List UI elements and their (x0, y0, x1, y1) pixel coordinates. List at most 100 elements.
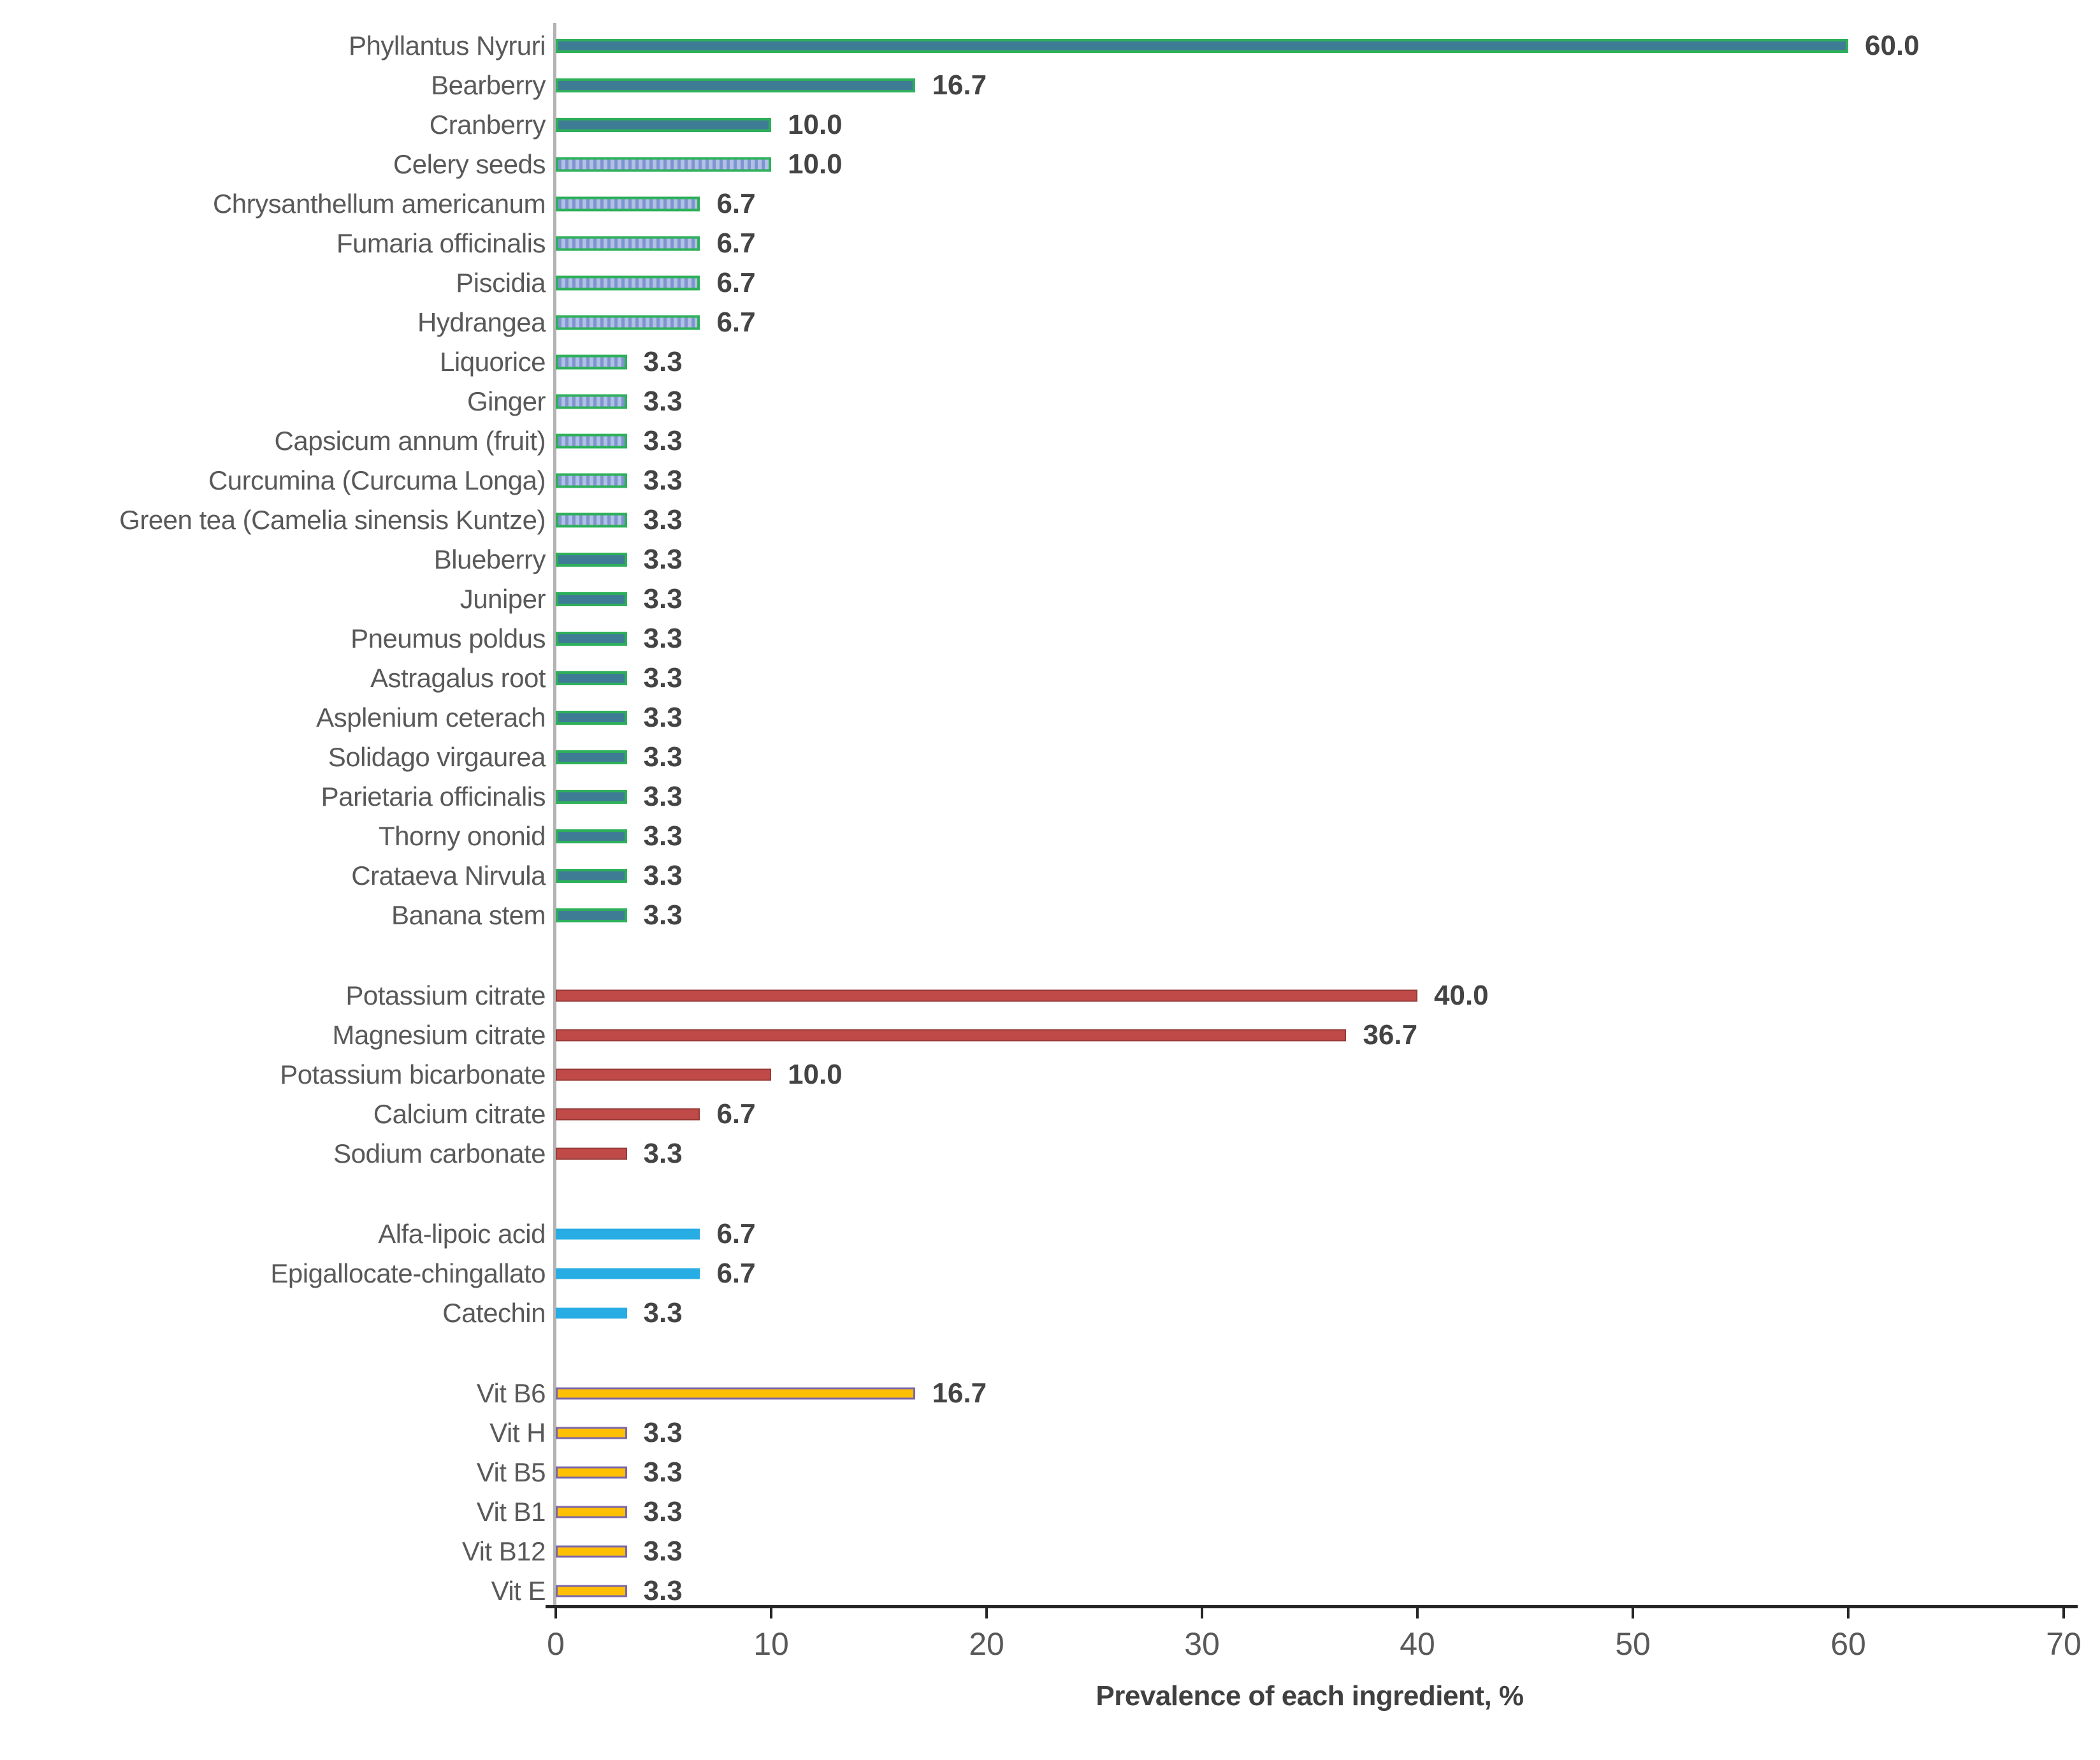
value-label-vit-b5: 3.3 (643, 1457, 683, 1488)
value-label-blueberry: 3.3 (643, 544, 683, 575)
bar-solidago-virgaurea (556, 750, 627, 764)
x-tick-label-10: 10 (753, 1626, 789, 1662)
x-tick-label-70: 70 (2046, 1626, 2082, 1662)
category-label-alfa-lipoic-acid: Alfa-lipoic acid (378, 1219, 546, 1249)
category-label-vit-b1: Vit B1 (476, 1497, 546, 1527)
value-label-parietaria-officinalis: 3.3 (643, 781, 683, 812)
bar-vit-b12 (556, 1545, 627, 1558)
category-label-magnesium-citrate: Magnesium citrate (332, 1020, 546, 1050)
value-label-banana-stem: 3.3 (643, 899, 683, 931)
value-label-cranberry: 10.0 (788, 109, 843, 140)
bar-blueberry (556, 553, 627, 567)
bar-potassium-bicarbonate (556, 1068, 771, 1081)
x-tick-label-50: 50 (1615, 1626, 1651, 1662)
bar-vit-e (556, 1585, 627, 1597)
value-label-asplenium-ceterach: 3.3 (643, 702, 683, 733)
value-label-vit-e: 3.3 (643, 1575, 683, 1606)
bar-astragalus-root (556, 671, 627, 685)
x-tick-40 (1416, 1608, 1419, 1618)
x-tick-label-30: 30 (1184, 1626, 1220, 1662)
value-label-potassium-citrate: 40.0 (1434, 980, 1489, 1011)
bar-curcumina-curcuma-longa (556, 473, 627, 488)
category-label-ginger: Ginger (467, 386, 546, 416)
bar-pneumus-poldus (556, 632, 627, 646)
category-label-green-tea-camelia-sinensis-kuntze: Green tea (Camelia sinensis Kuntze) (119, 505, 546, 535)
bar-catechin (556, 1307, 627, 1319)
category-label-potassium-bicarbonate: Potassium bicarbonate (280, 1059, 546, 1089)
value-label-vit-b6: 16.7 (932, 1378, 987, 1409)
bar-banana-stem (556, 908, 627, 922)
bar-phyllantus-nyruri (556, 39, 1848, 53)
category-label-capsicum-annum-fruit: Capsicum annum (fruit) (274, 426, 546, 456)
value-label-fumaria-officinalis: 6.7 (716, 228, 756, 259)
bar-vit-b5 (556, 1466, 627, 1479)
category-label-vit-b12: Vit B12 (461, 1536, 546, 1566)
value-label-phyllantus-nyruri: 60.0 (1865, 30, 1920, 61)
category-label-cranberry: Cranberry (429, 110, 546, 140)
value-label-alfa-lipoic-acid: 6.7 (716, 1218, 756, 1249)
value-label-chrysanthellum-americanum: 6.7 (716, 188, 756, 219)
bar-potassium-citrate (556, 989, 1417, 1002)
x-tick-50 (1632, 1608, 1634, 1618)
value-label-crataeva-nirvula: 3.3 (643, 860, 683, 891)
category-label-solidago-virgaurea: Solidago virgaurea (328, 742, 546, 772)
bar-crataeva-nirvula (556, 869, 627, 883)
value-label-magnesium-citrate: 36.7 (1363, 1019, 1418, 1051)
value-label-vit-b1: 3.3 (643, 1496, 683, 1527)
bar-vit-b6 (556, 1387, 916, 1400)
category-label-pneumus-poldus: Pneumus poldus (351, 623, 546, 653)
value-label-piscidia: 6.7 (716, 267, 756, 298)
value-label-pneumus-poldus: 3.3 (643, 623, 683, 654)
bar-fumaria-officinalis (556, 236, 700, 251)
category-label-vit-b5: Vit B5 (476, 1457, 546, 1487)
value-label-green-tea-camelia-sinensis-kuntze: 3.3 (643, 504, 683, 535)
x-tick-label-60: 60 (1830, 1626, 1866, 1662)
x-tick-30 (1201, 1608, 1203, 1618)
category-label-piscidia: Piscidia (456, 268, 546, 298)
bar-alfa-lipoic-acid (556, 1228, 700, 1240)
bar-hydrangea (556, 315, 700, 330)
category-label-blueberry: Blueberry (433, 544, 546, 574)
category-label-sodium-carbonate: Sodium carbonate (333, 1138, 546, 1168)
category-label-calcium-citrate: Calcium citrate (373, 1099, 546, 1129)
category-label-astragalus-root: Astragalus root (370, 663, 546, 693)
bar-liquorice (556, 354, 627, 370)
value-label-calcium-citrate: 6.7 (716, 1098, 756, 1130)
bar-ginger (556, 394, 627, 409)
bar-epigallocate-chingallato (556, 1268, 700, 1279)
value-label-sodium-carbonate: 3.3 (643, 1138, 683, 1169)
value-label-liquorice: 3.3 (643, 346, 683, 377)
bar-cranberry (556, 118, 771, 132)
x-tick-10 (770, 1608, 772, 1618)
value-label-potassium-bicarbonate: 10.0 (788, 1059, 843, 1090)
value-label-catechin: 3.3 (643, 1297, 683, 1328)
bar-celery-seeds (556, 157, 771, 172)
bar-piscidia (556, 275, 700, 291)
bar-green-tea-camelia-sinensis-kuntze (556, 513, 627, 528)
category-label-parietaria-officinalis: Parietaria officinalis (321, 782, 546, 811)
bar-thorny-ononid (556, 829, 627, 843)
bar-chrysanthellum-americanum (556, 196, 700, 212)
category-label-bearberry: Bearberry (431, 70, 546, 100)
value-label-epigallocate-chingallato: 6.7 (716, 1258, 756, 1289)
x-tick-label-0: 0 (547, 1626, 565, 1662)
category-label-asplenium-ceterach: Asplenium ceterach (316, 702, 546, 732)
value-label-solidago-virgaurea: 3.3 (643, 741, 683, 773)
category-label-thorny-ononid: Thorny ononid (378, 821, 546, 851)
x-tick-label-40: 40 (1400, 1626, 1435, 1662)
value-label-curcumina-curcuma-longa: 3.3 (643, 465, 683, 496)
value-label-celery-seeds: 10.0 (788, 149, 843, 180)
x-tick-70 (2062, 1608, 2065, 1618)
x-tick-0 (554, 1608, 557, 1618)
category-label-vit-b6: Vit B6 (476, 1378, 546, 1408)
value-label-vit-b12: 3.3 (643, 1536, 683, 1567)
value-label-vit-h: 3.3 (643, 1417, 683, 1448)
x-tick-60 (1847, 1608, 1850, 1618)
y-axis-line (553, 23, 556, 1608)
category-label-fumaria-officinalis: Fumaria officinalis (336, 228, 546, 258)
category-label-juniper: Juniper (460, 584, 546, 614)
category-label-curcumina-curcuma-longa: Curcumina (Curcuma Longa) (208, 465, 546, 495)
value-label-astragalus-root: 3.3 (643, 662, 683, 694)
bar-calcium-citrate (556, 1108, 700, 1121)
